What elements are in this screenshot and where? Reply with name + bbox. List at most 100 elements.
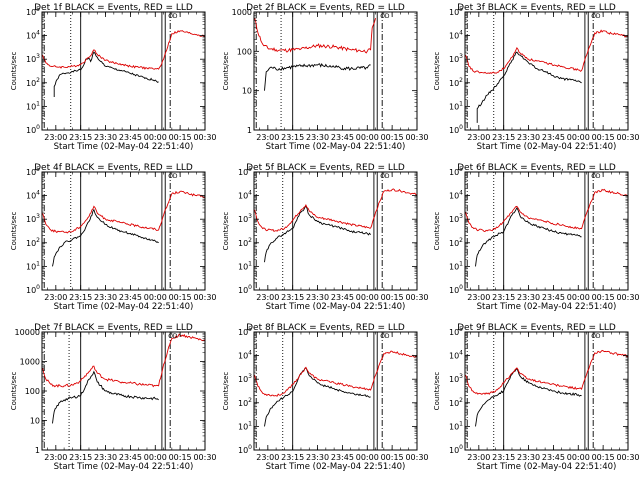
series-lld — [42, 333, 205, 388]
y-tick-label: 105 — [26, 6, 40, 17]
x-tick-label: 23:30 — [306, 453, 329, 462]
x-tick-label: 23:00 — [44, 453, 67, 462]
x-axis-label: Start Time (02-May-04 22:51:40) — [266, 462, 406, 472]
x-tick-label: 23:45 — [542, 293, 565, 302]
x-tick-label: 23:15 — [492, 453, 515, 462]
x-tick-label: 23:15 — [69, 453, 92, 462]
plot-frame — [41, 171, 206, 291]
y-tick-label: 104 — [449, 190, 463, 201]
y-tick-label: 101 — [449, 420, 463, 431]
x-tick-label: 23:45 — [542, 453, 565, 462]
x-tick-label: 23:30 — [517, 293, 540, 302]
panel-title: Det 1f BLACK = Events, RED = LLD — [34, 3, 193, 13]
annotation-flag: OD — [380, 13, 390, 20]
plot-area — [465, 12, 628, 130]
plot-frame — [253, 331, 418, 451]
x-tick-label: 23:30 — [94, 453, 117, 462]
plot-frame — [464, 331, 629, 451]
series-events — [52, 208, 159, 267]
x-tick-label: 23:45 — [119, 293, 142, 302]
y-tick-label: 1000 — [232, 8, 252, 17]
x-tick-label: 00:15 — [169, 293, 192, 302]
x-tick-label: 00:15 — [592, 293, 615, 302]
y-axis-label: Counts/sec — [222, 52, 230, 91]
series-lld — [465, 188, 628, 232]
y-tick-label: 103 — [26, 213, 40, 224]
panel-title: Det 9f BLACK = Events, RED = LLD — [457, 323, 616, 333]
x-axis-label: Start Time (02-May-04 22:51:40) — [266, 142, 406, 152]
x-axis-label: Start Time (02-May-04 22:51:40) — [477, 302, 617, 312]
x-tick-label: 23:30 — [517, 133, 540, 142]
panel-det-4: 23:00 23:15 23:30 23:45 00:00 00:15 00:30 100 10… — [10, 163, 217, 312]
x-tick-label: 00:15 — [169, 453, 192, 462]
panel-det-8: 23:00 23:15 23:30 23:45 00:00 00:15 00:30 100 10… — [222, 323, 429, 472]
y-tick-label: 101 — [449, 100, 463, 111]
x-tick-label: 23:15 — [69, 133, 92, 142]
x-tick-label: 00:30 — [616, 293, 639, 302]
x-tick-label: 00:15 — [592, 453, 615, 462]
y-tick-label: 105 — [449, 166, 463, 177]
y-axis-label: Counts/sec — [222, 212, 230, 251]
y-axis-label: Counts/sec — [10, 372, 18, 411]
y-tick-label: 100 — [237, 47, 252, 56]
series-lld — [42, 190, 205, 234]
y-tick-label: 104 — [449, 30, 463, 41]
x-tick-label: 23:30 — [306, 293, 329, 302]
y-tick-label: 10000 — [15, 328, 40, 337]
y-axis-label: Counts/sec — [10, 52, 18, 91]
plot-area — [42, 332, 205, 450]
y-axis-label: Counts/sec — [222, 372, 230, 411]
x-tick-label: 23:00 — [256, 293, 279, 302]
y-tick-label: 105 — [238, 326, 252, 337]
x-tick-label: 00:15 — [381, 293, 404, 302]
panel-title: Det 2f BLACK = Events, RED = LLD — [246, 3, 405, 13]
x-tick-label: 23:00 — [467, 293, 490, 302]
y-tick-label: 10 — [30, 417, 40, 426]
y-tick-label: 1 — [247, 126, 252, 135]
y-tick-label: 100 — [238, 284, 252, 295]
series-lld — [465, 349, 628, 395]
x-tick-label: 23:15 — [69, 293, 92, 302]
y-tick-label: 10 — [242, 87, 252, 96]
x-tick-label: 00:00 — [567, 453, 590, 462]
x-tick-label: 00:30 — [193, 453, 216, 462]
y-tick-label: 102 — [238, 397, 252, 408]
x-tick-label: 00:00 — [144, 293, 167, 302]
x-tick-label: 23:15 — [492, 133, 515, 142]
x-tick-label: 23:00 — [256, 133, 279, 142]
y-axis-label: Counts/sec — [10, 212, 18, 251]
x-tick-label: 00:15 — [169, 133, 192, 142]
annotation-flag: OD — [168, 173, 178, 180]
plot-frame — [253, 11, 418, 131]
x-tick-label: 00:30 — [193, 133, 216, 142]
panel-det-6: 23:00 23:15 23:30 23:45 00:00 00:15 00:30 100 10… — [433, 163, 640, 312]
y-tick-label: 100 — [238, 444, 252, 455]
plot-frame — [464, 11, 629, 131]
series-events — [475, 206, 582, 267]
annotation-flag: OD — [591, 13, 601, 20]
y-tick-label: 101 — [238, 260, 252, 271]
panel-det-5: 23:00 23:15 23:30 23:45 00:00 00:15 00:30 100 10… — [222, 163, 429, 312]
x-axis-label: Start Time (02-May-04 22:51:40) — [54, 142, 194, 152]
x-tick-label: 23:15 — [281, 453, 304, 462]
plot-area — [465, 332, 628, 450]
x-tick-label: 23:15 — [281, 133, 304, 142]
y-tick-label: 102 — [449, 77, 463, 88]
x-tick-label: 00:15 — [381, 133, 404, 142]
y-tick-label: 102 — [26, 237, 40, 248]
annotation-flag: OD — [168, 13, 178, 20]
y-axis-label: Counts/sec — [433, 52, 441, 91]
series-events — [53, 51, 159, 97]
y-tick-label: 103 — [238, 373, 252, 384]
plot-area — [42, 12, 205, 130]
x-tick-label: 00:00 — [567, 293, 590, 302]
y-tick-label: 104 — [26, 190, 40, 201]
x-axis-label: Start Time (02-May-04 22:51:40) — [266, 302, 406, 312]
plot-area — [465, 172, 628, 290]
y-tick-label: 105 — [449, 326, 463, 337]
y-tick-label: 101 — [238, 420, 252, 431]
x-tick-label: 00:30 — [405, 133, 428, 142]
y-tick-label: 104 — [26, 30, 40, 41]
y-tick-label: 105 — [449, 6, 463, 17]
